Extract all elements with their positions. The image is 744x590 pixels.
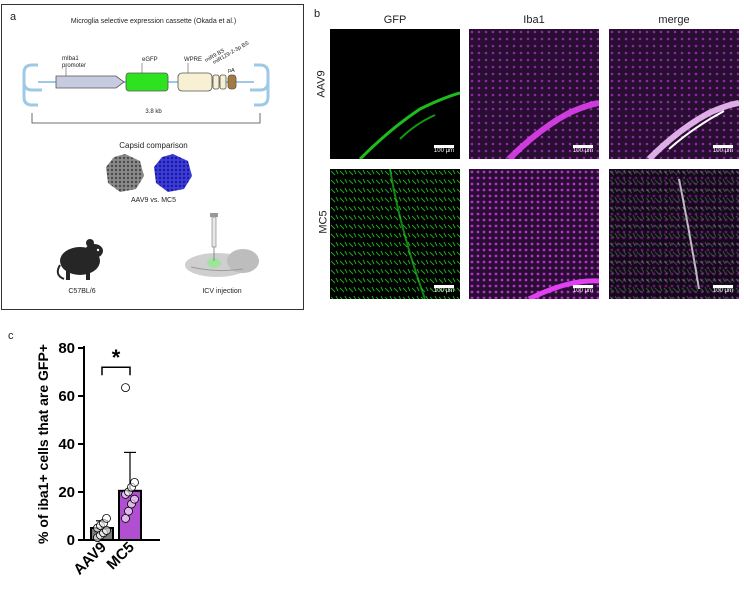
y-tick-label: 40 [58,436,75,453]
panel-a-letter: a [10,11,17,23]
significance-bracket [101,366,131,376]
y-tick-label: 20 [58,484,75,501]
data-point [130,494,139,504]
data-point [130,477,139,487]
polya-block [227,74,237,90]
cassette-title: Microglia selective expression cassette … [70,18,237,25]
promoter-label-1: mIba1 [62,56,79,62]
mc5-capsid-icon [154,154,192,192]
brain-injection-icon [185,213,259,277]
panel-b-micrographs: b GFP Iba1 merge AAV9 MC5 100 µm 100 µm … [308,4,744,310]
promoter-arrow [55,75,125,89]
x-tick-label: AAV9 [70,539,110,579]
egfp-block [125,72,169,92]
promoter-label-2: promoter [62,63,87,69]
col-header-gfp: GFP [383,14,407,26]
y-axis-label: % of iba1+ cells that are GFP+ [35,344,51,544]
micrograph-aav9-gfp: 100 µm [330,29,460,159]
micrograph-mc5-iba1: 100 µm [469,169,599,299]
significance-star: * [112,345,121,370]
panel-b-letter: b [314,8,321,20]
left-itr-icon [22,63,42,107]
capsid-title: Capsid comparison [119,141,188,150]
data-point [121,383,130,392]
pa-label: pA [228,68,235,74]
col-header-iba1: Iba1 [523,14,545,26]
y-tick-label: 0 [67,532,75,549]
wpre-label: WPRE [184,57,202,63]
mouse-label: C57BL/6 [68,288,96,295]
mouse-icon [56,239,103,280]
size-label: 3.8 kb [145,109,162,115]
col-header-merge: merge [658,14,690,26]
data-point [102,513,111,523]
egfp-label: eGFP [142,57,158,63]
y-tick-label: 60 [58,388,75,405]
x-tick-label: MC5 [103,539,137,573]
micrograph-mc5-merge: 100 µm [609,169,739,299]
wpre-block [177,72,213,92]
capsid-images [106,154,192,192]
bar-chart: 0 20 40 60 80 % of iba1+ cells that are GFP+ A… [35,340,160,579]
micrograph-aav9-iba1: 100 µm [469,29,599,159]
micrograph-mc5-gfp: 100 µm [330,169,460,299]
panel-a-schematic: a Microglia selective expression cassett… [1,4,304,310]
y-tick-label: 80 [58,340,75,357]
row-header-aav9: AAV9 [315,70,328,98]
aav9-capsid-icon [106,154,144,192]
data-point [124,506,133,516]
cassette-diagram [22,63,270,124]
injection-label: ICV injection [202,288,242,295]
panel-c-chart: c 0 20 40 60 80 % of iba1+ cells that are GFP… [0,326,200,590]
size-bracket [31,113,261,124]
panel-c-letter: c [8,330,14,342]
micrograph-aav9-merge: 100 µm [609,29,739,159]
capsid-label: AAV9 vs. MC5 [131,197,176,204]
right-itr-icon [250,63,270,107]
data-point [121,513,130,523]
row-header-mc5: MC5 [317,210,330,234]
